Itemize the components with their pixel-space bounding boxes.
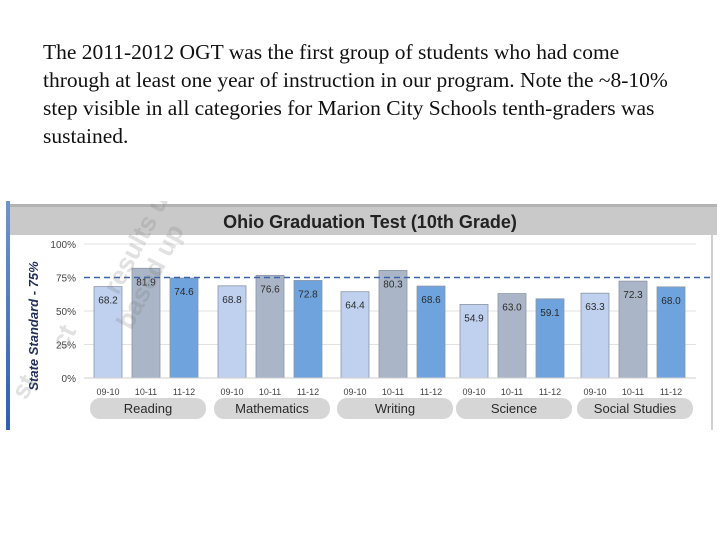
category-pill bbox=[577, 398, 693, 419]
bar bbox=[340, 291, 370, 379]
data-label: 63.3 bbox=[585, 302, 605, 313]
category-pill bbox=[337, 398, 453, 419]
year-tick-label: 11-12 bbox=[297, 387, 319, 397]
y-tick-label: 100% bbox=[50, 240, 76, 251]
bar bbox=[580, 292, 610, 379]
figure-left-edge bbox=[6, 201, 10, 430]
year-tick-label: 10-11 bbox=[135, 387, 157, 397]
year-tick-label: 10-11 bbox=[501, 387, 523, 397]
year-tick-label: 11-12 bbox=[173, 387, 195, 397]
bar bbox=[656, 286, 686, 379]
year-tick-label: 11-12 bbox=[539, 387, 561, 397]
data-label: 80.3 bbox=[383, 279, 403, 290]
caption-text: The 2011-2012 OGT was the first group of… bbox=[43, 40, 668, 148]
bar bbox=[93, 286, 123, 379]
data-label: 54.9 bbox=[464, 313, 484, 324]
bar bbox=[416, 285, 446, 379]
data-label: 72.3 bbox=[623, 290, 643, 301]
bar bbox=[131, 267, 161, 379]
year-tick-label: 09-10 bbox=[462, 387, 485, 397]
year-tick-label: 10-11 bbox=[259, 387, 281, 397]
data-label: 64.4 bbox=[345, 301, 365, 312]
y-tick-label: 50% bbox=[56, 307, 76, 318]
bar bbox=[497, 293, 527, 379]
title-band-edge bbox=[10, 204, 717, 207]
category-label: Writing bbox=[375, 401, 415, 416]
chart-figure: Ohio Graduation Test (10th Grade) State S… bbox=[6, 201, 717, 430]
data-label: 72.8 bbox=[298, 289, 318, 300]
year-tick-label: 09-10 bbox=[583, 387, 606, 397]
title-band bbox=[10, 204, 717, 235]
y-tick-label: 25% bbox=[56, 341, 76, 352]
data-label: 74.6 bbox=[174, 287, 194, 298]
category-pill bbox=[90, 398, 206, 419]
year-tick-label: 09-10 bbox=[220, 387, 243, 397]
data-label: 68.6 bbox=[421, 295, 441, 306]
category-label: Social Studies bbox=[594, 401, 677, 416]
data-label: 76.6 bbox=[260, 284, 280, 295]
year-tick-label: 10-11 bbox=[382, 387, 404, 397]
bar bbox=[618, 280, 648, 379]
data-label: 63.0 bbox=[502, 303, 522, 314]
y-axis-label: State Standard - 75% bbox=[26, 261, 41, 391]
category-label: Science bbox=[491, 401, 537, 416]
data-label: 68.8 bbox=[222, 295, 242, 306]
data-label: 68.0 bbox=[661, 296, 681, 307]
chart-title: Ohio Graduation Test (10th Grade) bbox=[223, 212, 517, 232]
bar bbox=[169, 277, 199, 379]
year-tick-label: 09-10 bbox=[96, 387, 119, 397]
bar bbox=[293, 280, 323, 379]
data-label: 81.9 bbox=[136, 277, 156, 288]
year-tick-label: 11-12 bbox=[420, 387, 442, 397]
year-tick-label: 11-12 bbox=[660, 387, 682, 397]
bar bbox=[217, 285, 247, 379]
category-pill bbox=[456, 398, 572, 419]
year-tick-label: 09-10 bbox=[343, 387, 366, 397]
year-tick-label: 10-11 bbox=[622, 387, 644, 397]
watermark-text: ct bbox=[45, 319, 83, 354]
category-pill bbox=[214, 398, 330, 419]
bar bbox=[255, 274, 285, 379]
y-tick-label: 75% bbox=[56, 274, 76, 285]
data-label: 68.2 bbox=[98, 296, 118, 307]
y-tick-label: 0% bbox=[62, 374, 77, 385]
category-label: Reading bbox=[124, 401, 172, 416]
data-label: 59.1 bbox=[540, 308, 560, 319]
chart-area: Ohio Graduation Test (10th Grade) State S… bbox=[6, 201, 717, 430]
category-label: Mathematics bbox=[235, 401, 309, 416]
